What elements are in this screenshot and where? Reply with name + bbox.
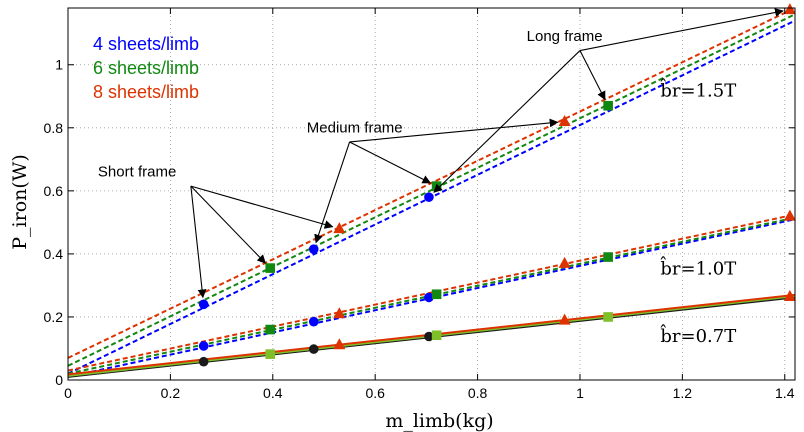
- annotation-arrow: [433, 50, 581, 193]
- data-point-square: [603, 252, 613, 262]
- y-axis-label: P_iron(W): [9, 154, 31, 249]
- data-point-triangle: [783, 289, 796, 301]
- data-point-triangle: [333, 222, 346, 234]
- series-line: [67, 213, 796, 372]
- data-point-triangle: [783, 3, 796, 15]
- plot-frame: [67, 7, 796, 381]
- annotation-arrow: [190, 185, 334, 229]
- data-point-square: [603, 100, 613, 111]
- group-label: b̂r=1.0T: [660, 254, 736, 279]
- y-tick-label: 0.4: [44, 246, 64, 262]
- data-point-triangle: [558, 313, 571, 325]
- data-point-square: [431, 289, 442, 300]
- data-point-triangle: [558, 114, 571, 126]
- annotation-arrow: [190, 185, 266, 264]
- data-point-square: [265, 263, 276, 273]
- annotation-label: Medium frame: [307, 120, 403, 137]
- y-tick-label: 1: [55, 57, 63, 73]
- y-tick-label: 0.8: [44, 120, 64, 136]
- x-tick-label: 0.8: [468, 385, 488, 401]
- annotation-arrow: [579, 8, 784, 52]
- data-point-triangle: [558, 256, 571, 268]
- data-point-circle: [424, 292, 434, 303]
- annotation-arrow: [579, 50, 606, 101]
- x-tick-label: 0.2: [161, 385, 181, 401]
- legend: 4 sheets/limb 6 sheets/limb 8 sheets/limb: [93, 34, 199, 102]
- group-label: b̂r=1.5T: [660, 76, 736, 101]
- legend-entry: 4 sheets/limb: [93, 34, 199, 54]
- annotation-label: Long frame: [527, 28, 603, 45]
- x-tick-label: 1.2: [673, 385, 693, 401]
- x-axis-label: m_limb(kg): [385, 410, 493, 432]
- x-tick-label: 0.6: [365, 385, 385, 401]
- data-point-circle: [308, 244, 319, 254]
- data-point-triangle: [333, 338, 346, 350]
- data-point-square: [265, 349, 276, 359]
- annotation-arrow: [349, 118, 559, 143]
- data-point-circle: [198, 299, 209, 310]
- data-point-circle: [198, 341, 209, 351]
- data-point-square: [265, 324, 276, 335]
- data-point-square: [603, 312, 613, 322]
- data-point-circle: [424, 331, 434, 342]
- annotation-label: Short frame: [98, 164, 176, 181]
- annotation-arrow: [349, 141, 432, 184]
- x-tick-label: 1: [576, 385, 584, 401]
- data-point-circle: [308, 344, 319, 354]
- data-point-circle: [308, 316, 319, 327]
- data-point-circle: [198, 356, 209, 367]
- axis-ticks: 0 0.2 0.4 0.6 0.8 1 1.2 1.4 0 0.2 0.4 0.6 0.8 1: [44, 8, 795, 401]
- x-tick-label: 1.4: [775, 385, 795, 401]
- x-tick-label: 0: [64, 385, 72, 401]
- legend-entry: 6 sheets/limb: [93, 58, 199, 78]
- data-point-triangle: [783, 209, 796, 221]
- legend-entry: 8 sheets/limb: [93, 82, 199, 102]
- annotation-arrow: [190, 186, 207, 299]
- data-point-square: [431, 330, 442, 341]
- y-tick-label: 0: [55, 372, 63, 388]
- annotation-arrows: [190, 8, 784, 299]
- series-line: [67, 13, 796, 367]
- y-tick-label: 0.6: [44, 183, 64, 199]
- annotation-labels: Short frame Medium frame Long frame: [98, 28, 603, 181]
- y-tick-label: 0.2: [44, 309, 64, 325]
- annotation-arrow: [314, 141, 351, 244]
- group-labels: b̂r=1.5T b̂r=1.0T b̂r=0.7T: [660, 76, 736, 347]
- data-point-circle: [424, 192, 434, 202]
- group-label: b̂r=0.7T: [660, 322, 736, 347]
- data-point-triangle: [333, 307, 346, 319]
- x-tick-label: 0.4: [263, 385, 283, 401]
- series-line: [67, 7, 796, 359]
